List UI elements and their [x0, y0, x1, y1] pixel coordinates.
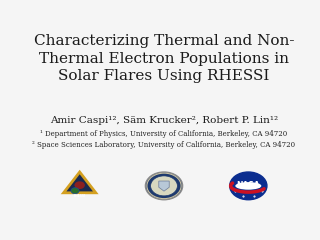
- Text: ¹ Department of Physics, University of California, Berkeley, CA 94720: ¹ Department of Physics, University of C…: [40, 130, 288, 138]
- Text: NASA: NASA: [236, 181, 260, 190]
- Text: ² Space Sciences Laboratory, University of California, Berkeley, CA 94720: ² Space Sciences Laboratory, University …: [32, 141, 296, 149]
- Text: Characterizing Thermal and Non-
Thermal Electron Populations in
Solar Flares Usi: Characterizing Thermal and Non- Thermal …: [34, 34, 294, 83]
- Polygon shape: [159, 181, 169, 191]
- Text: RHESSI: RHESSI: [74, 194, 86, 198]
- Circle shape: [75, 181, 85, 189]
- Circle shape: [71, 188, 79, 194]
- Text: Amir Caspi¹², Säm Krucker², Robert P. Lin¹²: Amir Caspi¹², Säm Krucker², Robert P. Li…: [50, 116, 278, 125]
- Circle shape: [151, 176, 177, 196]
- Circle shape: [230, 172, 267, 200]
- Circle shape: [145, 172, 183, 200]
- Polygon shape: [64, 172, 96, 193]
- Ellipse shape: [235, 182, 261, 190]
